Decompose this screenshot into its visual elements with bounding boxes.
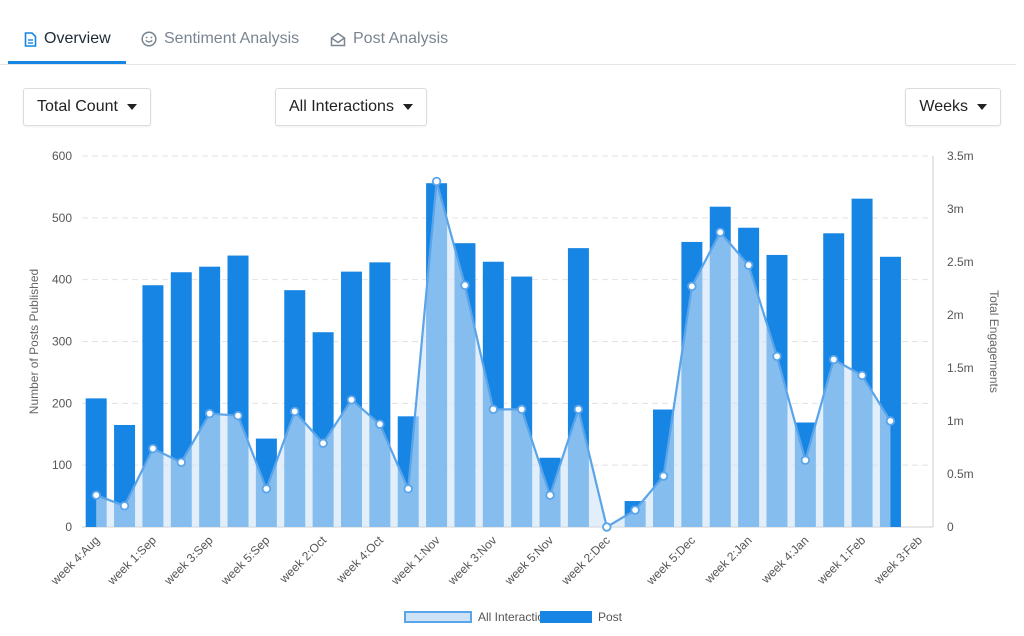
y2-tick-label: 3m xyxy=(947,202,964,216)
point-all-interactions xyxy=(176,457,186,468)
y-axis-title: Number of Posts Published xyxy=(27,269,41,414)
envelope-open-icon xyxy=(330,32,346,46)
x-tick-label: week 2:Jan xyxy=(701,533,755,587)
point-all-interactions xyxy=(687,281,697,292)
interaction-dropdown-label: All Interactions xyxy=(289,98,394,115)
tab-sentiment-label: Sentiment Analysis xyxy=(164,30,300,47)
point-all-interactions xyxy=(658,471,669,481)
point-all-interactions xyxy=(630,505,640,515)
caret-down-icon xyxy=(402,104,413,110)
point-all-interactions xyxy=(148,443,158,454)
y-tick-label: 400 xyxy=(52,273,72,287)
point-all-interactions xyxy=(857,370,867,381)
interaction-dropdown[interactable]: All Interactions xyxy=(275,88,427,126)
x-tick-label: week 3:Nov xyxy=(444,533,499,588)
x-tick-label: week 1:Nov xyxy=(388,533,443,588)
document-icon xyxy=(24,31,37,47)
metric-dropdown-label: Total Count xyxy=(37,98,118,115)
point-all-interactions xyxy=(261,484,272,494)
y-tick-label: 300 xyxy=(52,335,72,349)
x-tick-label: week 5:Dec xyxy=(643,533,698,588)
tab-post-analysis[interactable]: Post Analysis xyxy=(330,28,448,50)
y-tick-label: 500 xyxy=(52,211,72,225)
point-all-interactions xyxy=(743,260,754,270)
y2-tick-label: 0.5m xyxy=(947,467,974,481)
y-tick-label: 100 xyxy=(52,458,72,472)
x-tick-label: week 3:Sep xyxy=(161,533,216,588)
legend-label-interactions: All Interactions xyxy=(478,610,557,624)
x-tick-label: week 2:Oct xyxy=(276,533,330,587)
point-all-interactions xyxy=(715,227,725,238)
period-dropdown-label: Weeks xyxy=(919,98,968,115)
bar-post xyxy=(85,398,107,527)
legend-item-interactions[interactable]: All Interactions xyxy=(404,610,557,624)
period-dropdown[interactable]: Weeks xyxy=(905,88,1001,126)
y2-tick-label: 2m xyxy=(947,308,964,322)
y2-tick-label: 3.5m xyxy=(947,149,974,163)
point-all-interactions xyxy=(516,404,527,415)
legend-item-post[interactable]: Post xyxy=(540,610,622,624)
point-all-interactions xyxy=(91,490,101,500)
point-all-interactions xyxy=(800,455,811,465)
y2-tick-label: 0 xyxy=(947,520,954,534)
point-all-interactions xyxy=(375,419,385,429)
metric-dropdown[interactable]: Total Count xyxy=(23,88,151,126)
y-tick-label: 0 xyxy=(65,520,72,534)
point-all-interactions xyxy=(204,408,215,419)
area-all-interactions xyxy=(96,181,891,527)
point-all-interactions xyxy=(885,416,896,426)
tab-post-analysis-label: Post Analysis xyxy=(353,30,449,47)
x-tick-label: week 5:Nov xyxy=(501,533,556,588)
y-tick-label: 600 xyxy=(52,149,72,163)
y2-tick-label: 1.5m xyxy=(947,361,974,375)
point-all-interactions xyxy=(431,176,442,187)
chart-legend: All Interactions Post xyxy=(0,610,1024,628)
point-all-interactions xyxy=(460,280,470,291)
y-tick-label: 200 xyxy=(52,396,72,410)
point-all-interactions xyxy=(346,395,357,405)
smiley-icon xyxy=(141,31,157,47)
y2-tick-label: 2.5m xyxy=(947,255,974,269)
x-tick-label: week 4:Aug xyxy=(47,533,102,588)
x-tick-label: week 3:Feb xyxy=(870,533,925,588)
legend-swatch-interactions xyxy=(404,611,472,623)
x-tick-label: week 4:Oct xyxy=(333,533,387,587)
engagement-chart: 0 100 200 300 400 500 600 0 0.5m 1m 1.5m 2m 2.5m 3m 3.… xyxy=(27,149,1001,588)
point-all-interactions xyxy=(829,354,839,365)
caret-down-icon xyxy=(126,104,137,110)
point-all-interactions xyxy=(403,484,413,494)
y2-axis-title: Total Engagements xyxy=(987,290,1001,393)
active-tab-indicator xyxy=(8,61,126,64)
x-tick-label: week 1:Feb xyxy=(814,533,869,588)
point-all-interactions xyxy=(318,438,328,448)
x-tick-label: week 4:Jan xyxy=(758,533,812,587)
point-all-interactions xyxy=(772,351,782,362)
x-tick-label: week 2:Dec xyxy=(558,533,613,588)
point-all-interactions xyxy=(602,522,612,532)
point-all-interactions xyxy=(233,411,243,421)
tab-bar: Overview Sentiment Analysis Post Analysi… xyxy=(0,0,1016,65)
caret-down-icon xyxy=(977,104,987,110)
point-all-interactions xyxy=(290,406,300,417)
point-all-interactions xyxy=(545,490,555,500)
tab-overview[interactable]: Overview xyxy=(24,28,111,50)
legend-swatch-post xyxy=(540,611,592,623)
x-tick-label: week 5:Sep xyxy=(218,533,273,588)
y2-tick-label: 1m xyxy=(947,414,964,428)
point-all-interactions xyxy=(119,501,130,511)
tab-sentiment-analysis[interactable]: Sentiment Analysis xyxy=(141,28,299,50)
legend-label-post: Post xyxy=(598,610,623,624)
point-all-interactions xyxy=(573,404,584,415)
x-tick-label: week 1:Sep xyxy=(104,533,159,588)
point-all-interactions xyxy=(488,404,499,415)
tab-overview-label: Overview xyxy=(44,30,111,47)
